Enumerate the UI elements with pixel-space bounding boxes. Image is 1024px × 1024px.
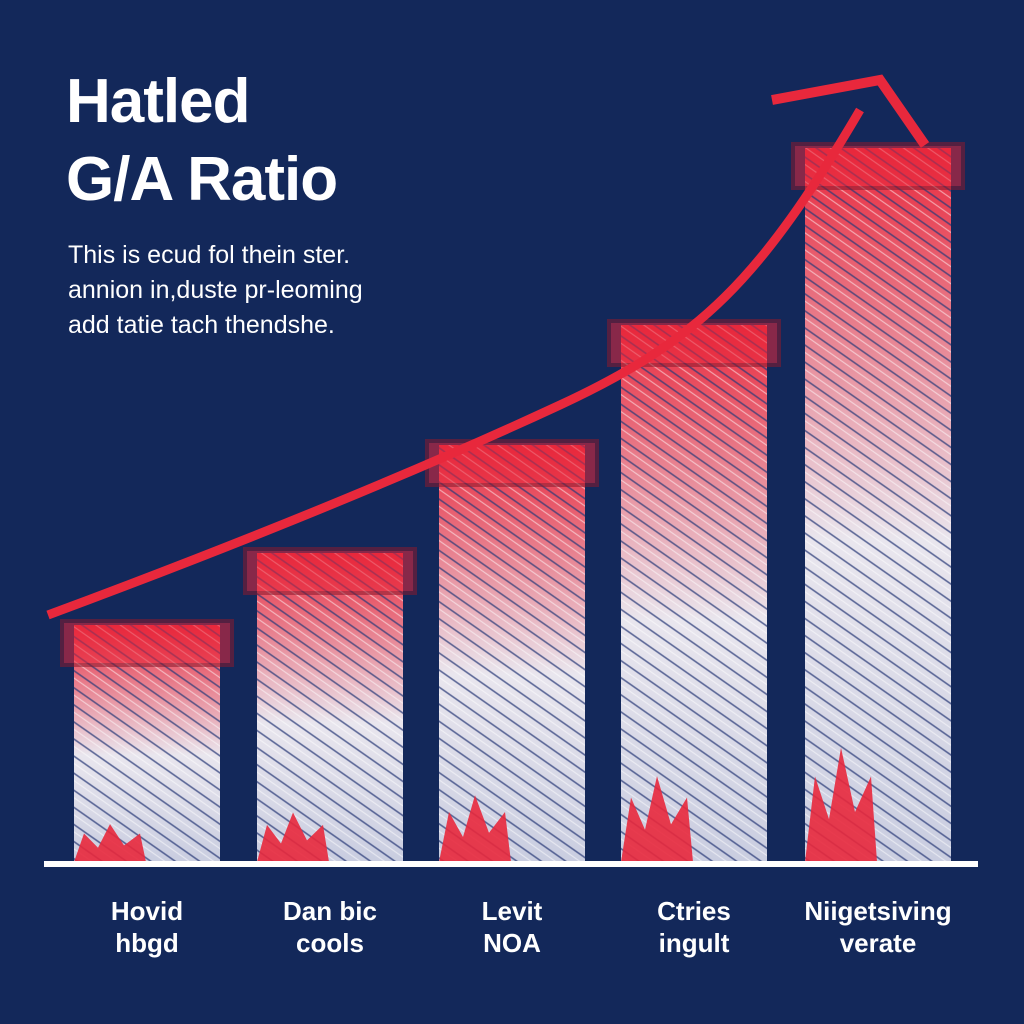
x-tick-label: Levit	[482, 896, 543, 926]
x-tick-label: Dan bic	[283, 896, 377, 926]
x-tick-label: hbgd	[115, 928, 179, 958]
bar-flame	[805, 747, 877, 862]
bar-flame	[621, 776, 693, 863]
x-tick-label: Hovid	[111, 896, 183, 926]
x-tick-label: NOA	[483, 928, 541, 958]
chart-title: G/A Ratio	[66, 145, 337, 214]
subtitle: annion in,duste pr-leoming	[68, 276, 363, 304]
bar-flame	[439, 795, 511, 863]
subtitle: This is ecud fol thein ster.	[68, 241, 350, 269]
bar-hatch	[805, 148, 951, 862]
chart-title: Hatled	[66, 67, 249, 136]
x-tick-label: cools	[296, 928, 364, 958]
bar-hatch	[257, 553, 403, 862]
x-tick-label: verate	[840, 928, 917, 958]
bar-flame	[74, 824, 146, 862]
trend-arrow	[771, 74, 930, 148]
x-tick-label: ingult	[659, 928, 730, 958]
bar-hatch	[621, 325, 767, 862]
bar-flame	[257, 812, 329, 862]
trend-line	[46, 107, 864, 620]
x-tick-label: Ctries	[657, 896, 731, 926]
subtitle: add tatie tach thendshe.	[68, 311, 335, 339]
bar-cap	[60, 619, 234, 667]
bar-hatch	[439, 445, 585, 862]
x-tick-label: Niigetsiving	[804, 896, 951, 926]
bar-cap	[243, 547, 417, 595]
bar-cap	[425, 439, 599, 487]
